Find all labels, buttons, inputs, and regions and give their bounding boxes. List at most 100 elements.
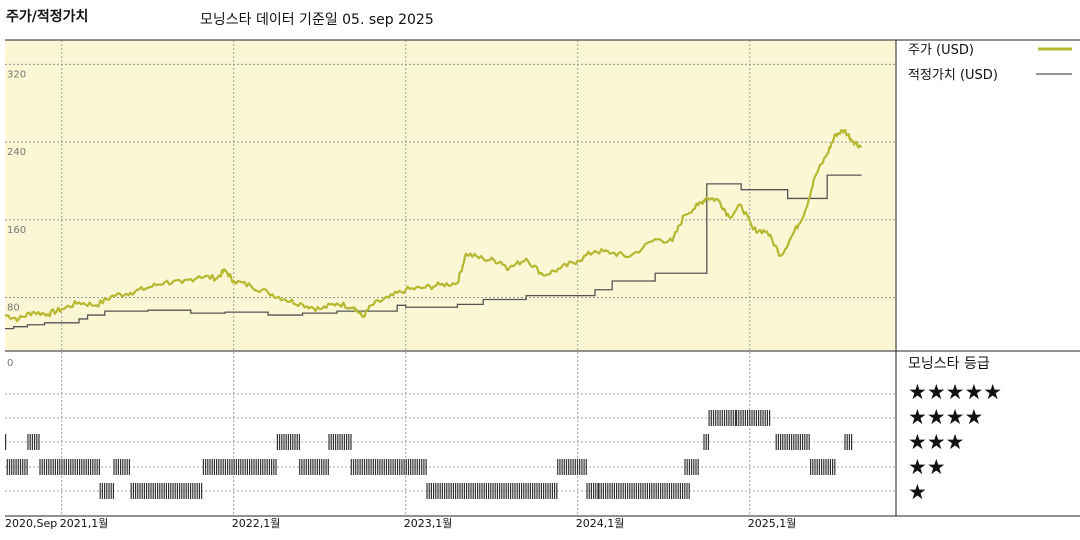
rating-tick	[216, 459, 218, 475]
rating-tick	[50, 459, 52, 475]
rating-tick	[307, 459, 310, 475]
rating-tick	[115, 459, 117, 475]
rating-tick	[452, 483, 454, 499]
rating-tick	[174, 483, 176, 499]
rating-tick	[593, 483, 595, 499]
rating-tick	[403, 459, 405, 475]
rating-tick	[788, 434, 790, 450]
rating-tick	[516, 483, 518, 499]
rating-segment-1-star	[598, 483, 690, 499]
rating-tick	[499, 483, 501, 499]
rating-tick	[747, 410, 749, 426]
rating-tick	[13, 459, 15, 475]
rating-tick	[159, 483, 161, 499]
rating-tick	[405, 459, 407, 475]
rating-tick	[238, 459, 240, 475]
rating-tick	[764, 410, 766, 426]
rating-tick	[218, 459, 220, 475]
rating-tick	[98, 459, 100, 475]
rating-tick	[846, 434, 848, 450]
rating-tick	[76, 459, 78, 475]
rating-tick	[697, 459, 699, 475]
price-line	[4, 129, 862, 322]
rating-tick	[579, 459, 581, 475]
rating-tick	[192, 483, 194, 499]
rating-tick	[249, 459, 251, 475]
rating-tick	[780, 434, 782, 450]
rating-tick	[715, 410, 717, 426]
rating-tick	[335, 434, 337, 450]
y-tick-label: 320	[7, 69, 26, 80]
rating-tick	[719, 410, 721, 426]
rating-tick	[106, 483, 108, 499]
rating-tick	[435, 483, 437, 499]
x-tick-label: 2025,1월	[748, 517, 797, 530]
rating-tick	[255, 459, 257, 475]
rating-tick	[283, 434, 285, 450]
rating-tick	[829, 459, 831, 475]
rating-tick	[426, 483, 428, 499]
rating-tick	[808, 434, 810, 450]
rating-tick	[390, 459, 392, 475]
rating-tick	[279, 434, 281, 450]
rating-tick	[341, 434, 343, 450]
rating-tick	[168, 483, 170, 499]
rating-tick	[635, 483, 637, 499]
rating-tick	[135, 483, 137, 499]
rating-tick	[110, 483, 112, 499]
rating-tick	[276, 434, 278, 450]
rating-tick	[38, 434, 40, 450]
rating-3-stars: ★★★	[908, 430, 964, 454]
rating-tick	[394, 459, 396, 475]
rating-tick	[401, 459, 403, 475]
rating-tick	[412, 459, 414, 475]
rating-tick	[644, 483, 646, 499]
rating-tick	[777, 434, 779, 450]
rating-tick	[679, 483, 681, 499]
rating-tick	[172, 483, 174, 499]
rating-tick	[624, 483, 626, 499]
rating-tick	[108, 483, 110, 499]
rating-tick	[769, 410, 771, 426]
rating-tick	[622, 483, 624, 499]
rating-tick	[455, 483, 457, 499]
rating-tick	[848, 434, 850, 450]
rating-tick	[755, 410, 757, 426]
rating-tick	[346, 434, 348, 450]
rating-tick	[598, 483, 600, 499]
rating-tick	[392, 459, 394, 475]
rating-segment-2-star	[202, 459, 277, 475]
rating-tick	[782, 434, 784, 450]
rating-tick	[470, 483, 472, 499]
rating-tick	[90, 459, 92, 475]
rating-tick	[330, 434, 332, 450]
rating-tick	[749, 410, 751, 426]
x-tick-label: 2022,1월	[232, 517, 281, 530]
rating-tick	[605, 483, 607, 499]
rating-tick	[585, 459, 587, 475]
rating-bars	[5, 410, 853, 499]
rating-tick	[229, 459, 231, 475]
rating-tick	[588, 483, 590, 499]
rating-tick	[791, 434, 793, 450]
rating-segment-2-star	[6, 459, 28, 475]
rating-tick	[141, 483, 143, 499]
rating-tick	[505, 483, 507, 499]
rating-tick	[350, 434, 352, 450]
rating-tick	[742, 410, 744, 426]
rating-tick	[39, 459, 41, 475]
rating-segment-2-star	[350, 459, 427, 475]
rating-tick	[63, 459, 65, 475]
rating-tick	[529, 483, 531, 499]
rating-tick	[521, 483, 523, 499]
rating-tick	[673, 483, 675, 499]
rating-tick	[112, 483, 114, 499]
rating-tick	[574, 459, 576, 475]
rating-tick	[503, 483, 505, 499]
rating-axis-label: 0	[7, 358, 13, 369]
rating-tick	[83, 459, 85, 475]
rating-tick	[74, 459, 76, 475]
rating-tick	[545, 483, 547, 499]
rating-tick	[738, 410, 740, 426]
